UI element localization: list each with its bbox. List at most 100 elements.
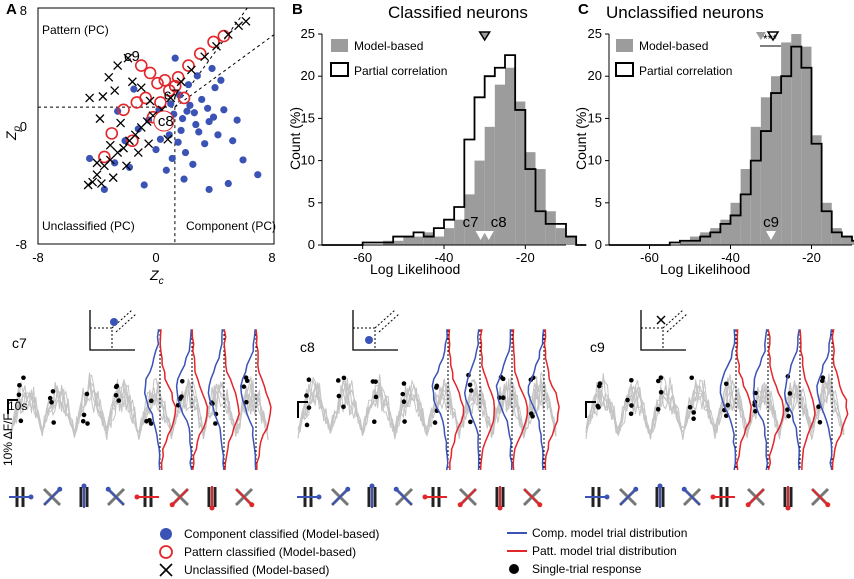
unclassified-point bbox=[85, 93, 95, 103]
single-trial-dot bbox=[596, 405, 601, 410]
cross-stroke bbox=[92, 158, 102, 168]
patt-distribution bbox=[448, 329, 465, 471]
hist-bar bbox=[403, 236, 414, 245]
hist-classified-legend: Model-based Partial correlation bbox=[330, 39, 447, 78]
stimulus-icon bbox=[134, 487, 159, 507]
unclassified-point bbox=[98, 92, 108, 101]
legend-component-label: Component classified (Model-based) bbox=[184, 527, 379, 541]
x-tick-label: -60 bbox=[353, 250, 372, 265]
unclassified-point bbox=[113, 148, 123, 158]
unclassified-point bbox=[110, 86, 120, 96]
single-trial-dot bbox=[243, 399, 249, 405]
unclassified-point bbox=[133, 148, 143, 158]
inset-cell-cross bbox=[656, 315, 666, 325]
direction-arrow bbox=[683, 488, 701, 506]
comp-distribution bbox=[719, 329, 737, 471]
cross-stroke bbox=[96, 179, 106, 188]
hist-bar bbox=[423, 232, 434, 245]
component-point bbox=[195, 128, 203, 136]
hist-classified-ylabel: Count (%) bbox=[287, 107, 303, 170]
patt-distribution bbox=[831, 329, 849, 471]
hist-bar bbox=[801, 46, 812, 245]
x-tick-label: -20 bbox=[802, 250, 821, 265]
hist-bar bbox=[679, 240, 690, 245]
pattern-point bbox=[158, 73, 172, 87]
y-tick-label: 10 bbox=[301, 153, 315, 168]
cell-marker-label-c7: c7 bbox=[463, 214, 479, 231]
hist-classified-panel: 0 5 10 15 20 25 -60 -40 -20 c7 c8 Log Likelihood C… bbox=[287, 26, 587, 277]
single-trial-dot bbox=[304, 393, 309, 398]
single-trial-dot bbox=[116, 398, 122, 403]
component-point bbox=[208, 64, 216, 73]
hist-bar bbox=[831, 228, 842, 245]
trial-trace bbox=[297, 378, 557, 438]
single-trial-dot bbox=[148, 398, 154, 404]
single-trial-dot bbox=[432, 420, 438, 425]
component-point bbox=[220, 106, 228, 114]
y-tick-label: 20 bbox=[301, 68, 315, 83]
unclassified-point bbox=[92, 170, 102, 180]
cross-stroke bbox=[98, 92, 108, 101]
scatter-frame bbox=[37, 7, 275, 245]
single-trial-dot bbox=[341, 404, 346, 410]
single-trial-dot bbox=[47, 395, 53, 401]
pattern-point bbox=[143, 66, 157, 80]
unclassified-point bbox=[123, 53, 133, 63]
scatter-xlabel-sub: c bbox=[159, 276, 164, 287]
stimulus-icon bbox=[169, 487, 190, 508]
hist-bar bbox=[484, 126, 495, 245]
pattern-point bbox=[177, 91, 191, 105]
trace-label-c8: c8 bbox=[300, 339, 315, 355]
component-point bbox=[211, 84, 219, 92]
single-trial-dot bbox=[691, 416, 696, 421]
inset-axes bbox=[640, 310, 686, 351]
cross-stroke bbox=[200, 52, 210, 62]
inset-cell-dot bbox=[365, 336, 373, 344]
single-trial-dot bbox=[50, 389, 56, 394]
legend-pattern-circle bbox=[159, 545, 173, 559]
cross-stroke bbox=[119, 143, 129, 153]
component-point bbox=[168, 154, 176, 163]
component-point bbox=[162, 166, 170, 174]
stimulus-icon bbox=[234, 487, 255, 508]
unclassified-point bbox=[92, 158, 102, 168]
single-trial-dot bbox=[84, 391, 90, 397]
hist-unclassified-legend: Model-based Partial correlation bbox=[615, 39, 732, 78]
direction-arrow bbox=[395, 488, 413, 506]
single-trial-dot bbox=[179, 394, 184, 399]
component-point bbox=[171, 54, 179, 62]
pattern-point bbox=[151, 76, 164, 90]
callout-label-c9: c9 bbox=[124, 48, 140, 65]
region-label-unclassified: Unclassified (PC) bbox=[42, 219, 135, 233]
single-trial-dot bbox=[528, 411, 534, 416]
cross-stroke bbox=[88, 177, 98, 187]
unclassified-point bbox=[83, 180, 93, 190]
direction-arrow bbox=[523, 488, 541, 506]
hist-bar bbox=[720, 219, 731, 245]
unclassified-point bbox=[176, 77, 186, 87]
single-trial-dot bbox=[51, 420, 56, 425]
single-trial-dot bbox=[500, 376, 506, 382]
patt-distribution bbox=[479, 329, 496, 471]
cross-stroke bbox=[83, 180, 93, 190]
patt-distribution bbox=[767, 329, 785, 471]
direction-arrow bbox=[43, 488, 61, 506]
legend-unclassified-label: Unclassified (Model-based) bbox=[184, 563, 329, 577]
legend-pc-label: Partial correlation bbox=[354, 64, 447, 78]
comp-distribution bbox=[175, 329, 193, 471]
unclassified-point bbox=[234, 21, 244, 31]
single-trial-dot bbox=[753, 390, 758, 396]
component-point bbox=[193, 72, 201, 80]
cross-stroke bbox=[136, 83, 146, 93]
pattern-point bbox=[105, 127, 119, 140]
trace-panels bbox=[7, 309, 849, 511]
y-tick-label: 25 bbox=[588, 26, 602, 41]
single-trial-dot bbox=[373, 394, 379, 400]
callout-label-c7: c7 bbox=[164, 87, 180, 104]
y-tick-label: 0 bbox=[308, 237, 315, 252]
cell-marker-label-c8: c8 bbox=[491, 214, 507, 231]
y-tick-label: 25 bbox=[301, 26, 315, 41]
hist-bar bbox=[494, 84, 505, 245]
arrow-head bbox=[457, 502, 463, 508]
cross-stroke bbox=[123, 53, 133, 63]
